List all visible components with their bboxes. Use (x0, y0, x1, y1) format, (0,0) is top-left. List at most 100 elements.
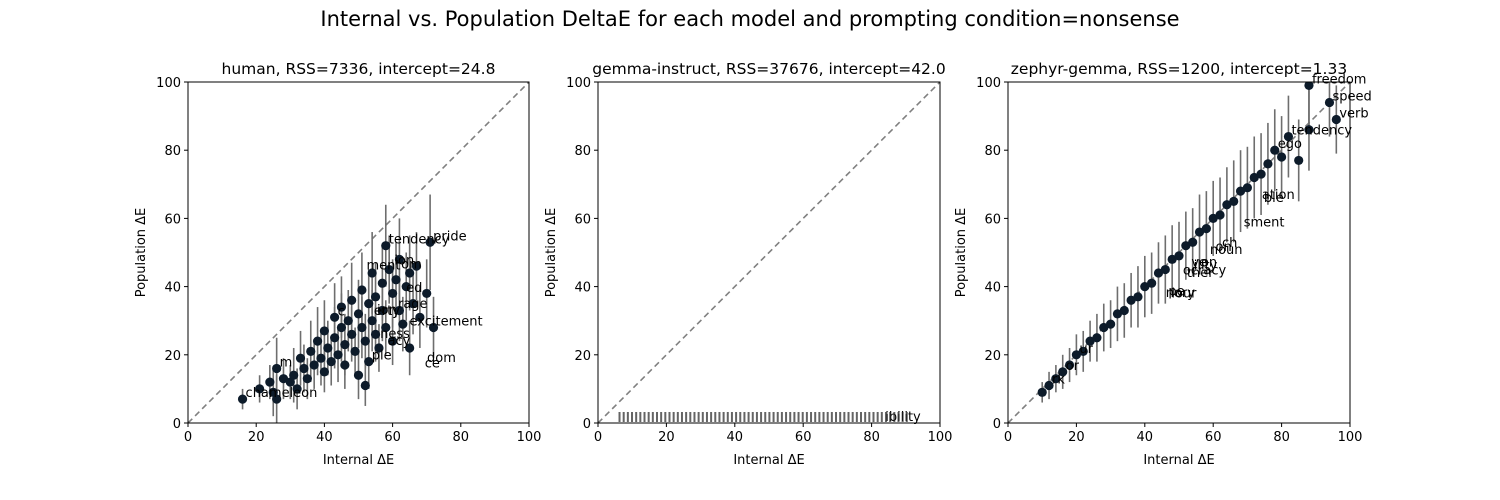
data-point (401, 282, 411, 292)
collapsed-label-glyph (805, 412, 808, 422)
data-point (388, 288, 398, 299)
y-tick-label: 80 (574, 144, 591, 159)
collapsed-label-glyph (618, 412, 621, 422)
collapsed-label-glyph (655, 412, 658, 422)
data-point (1304, 82, 1314, 91)
collapsed-label-glyph (860, 412, 863, 422)
data-point (1188, 237, 1198, 247)
data-point (384, 264, 394, 275)
collapsed-label-glyph (768, 412, 771, 422)
collapsed-label-glyph (651, 412, 654, 422)
overlapping-label: ble (1264, 191, 1284, 206)
data-point (388, 336, 398, 346)
overlapping-label: ce (425, 357, 440, 372)
x-tick-label: 80 (1273, 430, 1290, 445)
subplots: human, RSS=7336, intercept=24.8 chameleon… (134, 60, 1372, 468)
collapsed-label-glyph (635, 412, 638, 422)
data-point (1051, 374, 1061, 384)
data-point (285, 377, 295, 387)
data-point (1106, 319, 1116, 329)
data-point (292, 384, 302, 394)
collapsed-label-glyph (843, 412, 846, 422)
overlapping-label: ch (1222, 236, 1237, 251)
collapsed-label-glyph (701, 412, 704, 422)
data-point (319, 367, 329, 377)
overlapping-label: erty (374, 304, 400, 319)
data-point (309, 360, 319, 370)
collapsed-label-glyph (643, 412, 646, 422)
x-tick-label: 100 (928, 430, 953, 445)
overlapping-label: om (401, 257, 422, 272)
x-tick-label: 0 (1004, 430, 1012, 445)
collapsed-label-glyph (647, 412, 650, 422)
x-axis-label: Internal ΔE (323, 453, 394, 468)
data-point (1208, 213, 1218, 223)
data-point (1194, 227, 1205, 237)
data-point (367, 268, 377, 278)
collapsed-label-glyph (876, 412, 879, 422)
collapsed-label-glyph (901, 412, 904, 422)
data-point (367, 316, 377, 326)
data-point (312, 336, 323, 346)
data-point (330, 312, 340, 322)
overlapping-label: ness (380, 327, 410, 342)
data-point (370, 329, 381, 339)
x-tick-label: 100 (1338, 430, 1363, 445)
collapsed-label-glyph (705, 412, 708, 422)
overlapping-label: excitement (410, 315, 483, 330)
point-label: rk (1052, 372, 1065, 387)
collapsed-label-glyph (847, 412, 850, 422)
data-point (268, 387, 278, 397)
collapsed-label-glyph (622, 412, 625, 422)
collapsed-label-glyph (676, 412, 679, 422)
identity-line (598, 82, 940, 423)
collapsed-label-glyph (639, 412, 642, 422)
x-tick-label: 40 (1137, 430, 1154, 445)
point-label: speed (1332, 89, 1371, 104)
collapsed-label-glyph (739, 412, 742, 422)
data-point (1277, 152, 1287, 162)
data-point (323, 343, 333, 353)
y-tick-label: 80 (984, 144, 1001, 159)
data-point (1201, 224, 1211, 234)
data-point (381, 322, 391, 333)
y-tick-label: 40 (984, 281, 1001, 296)
x-tick-label: 60 (384, 430, 401, 445)
data-point (1331, 114, 1341, 125)
collapsed-label-glyph (822, 412, 825, 422)
y-tick-label: 100 (566, 76, 591, 91)
data-point (370, 292, 381, 302)
data-point (316, 353, 326, 363)
x-tick-label: 60 (1205, 430, 1222, 445)
collapsed-label-glyph (893, 412, 896, 422)
overlapping-label: dom (427, 351, 456, 366)
data-point (360, 336, 370, 346)
data-point (353, 370, 364, 380)
collapsed-label-glyph (801, 412, 804, 422)
collapsed-label-glyph (835, 412, 838, 422)
subplot-1: human, RSS=7336, intercept=24.8 chameleon… (134, 60, 541, 468)
collapsed-label-glyph (631, 412, 634, 422)
data-point (1078, 346, 1088, 356)
collapsed-label-glyph (722, 412, 725, 422)
data-point (340, 360, 350, 370)
collapsed-label-glyph (726, 412, 729, 422)
data-point (1126, 295, 1136, 305)
overlapping-label: ed (406, 281, 422, 296)
point-label: ple (372, 349, 392, 364)
data-point (1085, 336, 1095, 346)
data-point (428, 322, 439, 333)
subplot-2: gemma-instruct, RSS=37676, intercept=42.… (544, 60, 952, 468)
collapsed-label-glyph (905, 412, 908, 422)
data-point (1044, 380, 1054, 391)
data-point (364, 299, 374, 309)
collapsed-label-glyph (826, 412, 829, 422)
point-label: freedom (1312, 72, 1367, 87)
data-point (405, 268, 415, 278)
y-tick-label: 60 (984, 212, 1001, 227)
collapsed-label-glyph (697, 412, 700, 422)
collapsed-label-glyph (872, 412, 875, 422)
point-label: tendency (1291, 124, 1352, 139)
data-point (1037, 387, 1047, 397)
